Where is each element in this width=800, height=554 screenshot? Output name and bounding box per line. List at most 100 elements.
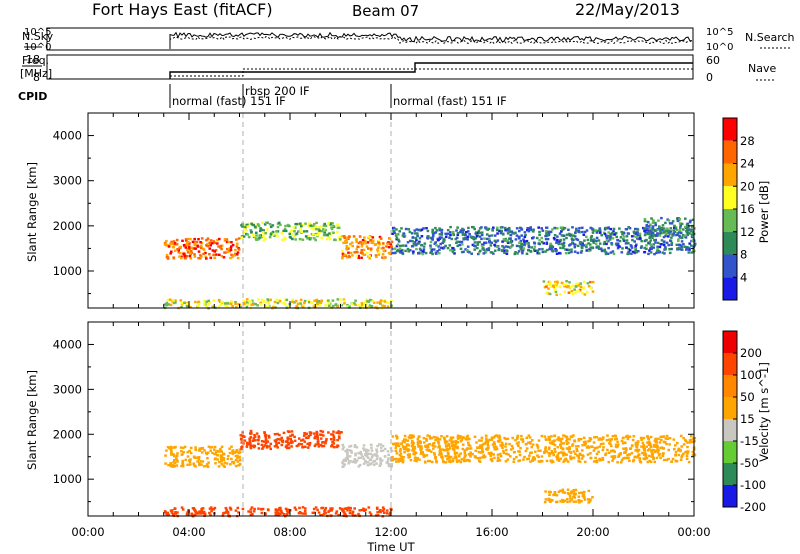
echo-cell — [175, 457, 178, 460]
echo-cell — [392, 457, 396, 461]
echo-cell — [558, 240, 562, 243]
echo-cell — [208, 301, 211, 304]
echo-cell — [240, 447, 243, 451]
echo-cell — [410, 442, 414, 445]
echo-cell — [532, 228, 535, 231]
echo-cell — [448, 244, 452, 247]
echo-cell — [194, 300, 197, 304]
echo-cell — [379, 458, 382, 462]
echo-cell — [422, 437, 426, 440]
echo-cell — [369, 452, 373, 456]
echo-cell — [630, 252, 633, 255]
echo-cell — [275, 510, 279, 514]
echo-cell — [263, 444, 267, 447]
echo-cell — [424, 444, 427, 448]
echo-cell — [171, 513, 175, 516]
echo-cell — [499, 455, 503, 458]
echo-cell — [653, 252, 656, 256]
echo-cell — [481, 456, 485, 459]
echo-cell — [428, 437, 432, 440]
power-colorbar-swatch — [723, 118, 737, 141]
echo-cell — [621, 233, 624, 236]
echo-cell — [337, 431, 341, 435]
echo-cell — [589, 456, 592, 460]
echo-cell — [466, 245, 470, 248]
echo-cell — [527, 245, 531, 249]
echo-cell — [518, 244, 521, 248]
echo-cell — [540, 460, 544, 463]
echo-cell — [353, 302, 356, 305]
echo-cell — [560, 437, 564, 440]
echo-cell — [561, 491, 565, 494]
echo-cell — [235, 238, 238, 241]
echo-cell — [351, 244, 354, 248]
echo-cell — [571, 239, 574, 242]
echo-cell — [667, 219, 671, 222]
echo-cell — [421, 252, 425, 256]
echo-cell — [189, 237, 192, 241]
echo-cell — [396, 436, 399, 439]
echo-cell — [379, 461, 382, 464]
echo-cell — [382, 246, 385, 250]
echo-cell — [235, 306, 238, 309]
echo-cell — [670, 460, 673, 463]
echo-cell — [185, 244, 189, 247]
echo-cell — [412, 442, 415, 445]
echo-cell — [648, 459, 652, 463]
echo-cell — [242, 231, 245, 234]
echo-cell — [456, 460, 459, 463]
echo-cell — [621, 247, 624, 250]
velocity-colorbar-swatch — [723, 441, 737, 463]
echo-cell — [216, 242, 219, 245]
echo-cell — [199, 512, 203, 515]
echo-cell — [537, 242, 541, 245]
echo-cell — [504, 448, 508, 452]
echo-cell — [429, 246, 433, 250]
echo-cell — [420, 243, 423, 247]
echo-cell — [680, 236, 684, 240]
echo-cell — [610, 243, 614, 246]
echo-cell — [548, 438, 552, 441]
echo-cell — [548, 246, 552, 249]
echo-cell — [687, 232, 691, 235]
echo-cell — [612, 227, 616, 231]
echo-cell — [658, 227, 661, 231]
echo-cell — [594, 460, 598, 463]
echo-cell — [180, 464, 183, 468]
echo-cell — [410, 232, 414, 235]
echo-cell — [261, 507, 265, 511]
echo-cell — [565, 280, 568, 283]
echo-cell — [494, 240, 498, 244]
echo-cell — [408, 434, 412, 437]
echo-cell — [180, 302, 184, 305]
echo-cell — [679, 458, 683, 461]
echo-cell — [650, 452, 654, 455]
echo-cell — [259, 227, 262, 230]
echo-cell — [355, 248, 358, 251]
echo-cell — [357, 256, 361, 260]
echo-cell — [446, 232, 450, 235]
echo-cell — [607, 438, 611, 441]
echo-cell — [312, 224, 315, 227]
x-tick-label: 00:00 — [71, 525, 104, 539]
echo-cell — [200, 511, 203, 514]
echo-cell — [473, 248, 476, 251]
echo-cell — [345, 244, 349, 248]
echo-cell — [476, 246, 479, 250]
echo-cell — [616, 440, 619, 443]
echo-cell — [486, 248, 489, 251]
echo-cell — [570, 492, 573, 495]
echo-cell — [540, 434, 544, 438]
echo-cell — [453, 440, 456, 443]
echo-cell — [659, 438, 663, 442]
echo-cell — [529, 226, 532, 229]
velocity-echo-region — [341, 443, 394, 468]
echo-cell — [564, 252, 568, 255]
echo-cell — [533, 457, 536, 460]
echo-cell — [559, 444, 562, 447]
echo-cell — [357, 452, 360, 455]
echo-cell — [618, 227, 621, 230]
echo-cell — [676, 232, 680, 235]
chart-title-beam: Beam 07 — [352, 2, 420, 20]
echo-cell — [401, 440, 405, 443]
